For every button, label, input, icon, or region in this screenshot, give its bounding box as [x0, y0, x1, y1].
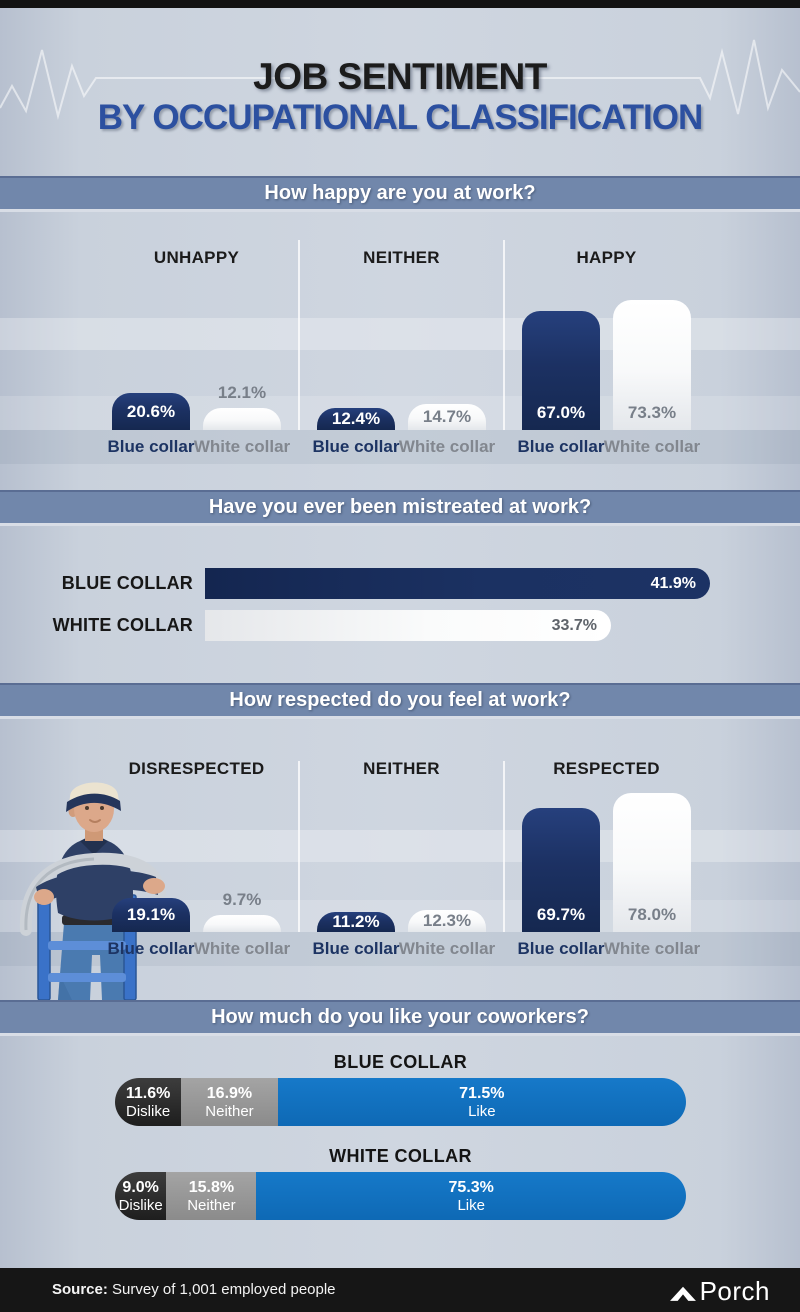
axis-label-strip	[0, 430, 800, 464]
bar-blue-collar	[112, 898, 190, 932]
chart-mistreated: BLUE COLLAR 41.9% WHITE COLLAR 33.7%	[0, 526, 800, 683]
hbar-blue-collar: 41.9%	[205, 568, 710, 599]
footer-bar: Source: Survey of 1,001 employed people …	[0, 1268, 800, 1312]
stacked-bar-title: BLUE COLLAR	[333, 1052, 468, 1072]
bar-value: 12.1%	[217, 383, 267, 402]
segment-like: 71.5% Like	[277, 1078, 686, 1126]
hbar-value: 41.9%	[650, 575, 696, 592]
bar-value: 69.7%	[536, 905, 586, 924]
series-label: Blue collar	[107, 437, 195, 456]
source-label: Source:	[52, 1281, 108, 1298]
bar-value: 19.1%	[126, 905, 176, 924]
porch-chevron-icon	[669, 1286, 696, 1301]
page-title: JOB SENTIMENT	[253, 56, 547, 97]
section-4-header: How much do you like your coworkers?	[0, 1000, 800, 1036]
segment-name: Like	[468, 1103, 496, 1120]
segment-value: 11.6%	[125, 1085, 171, 1102]
series-label: White collar	[603, 437, 701, 456]
bar-blue-collar	[112, 393, 190, 430]
group-label: HAPPY	[576, 248, 637, 267]
segment-value: 75.3%	[448, 1179, 494, 1196]
worker-with-ladder-photo	[19, 782, 166, 1000]
segment-neither: 16.9% Neither	[181, 1078, 278, 1126]
bar-value: 9.7%	[222, 890, 262, 909]
series-label: Blue collar	[517, 437, 605, 456]
bar-value: 73.3%	[627, 403, 677, 422]
segment-value: 71.5%	[459, 1085, 505, 1102]
porch-wordmark: Porch	[699, 1276, 770, 1306]
chart-happiness: UNHAPPY 20.6% Blue collar 12.1% White collar…	[0, 212, 800, 490]
series-label: White collar	[193, 437, 291, 456]
group-divider	[298, 761, 300, 932]
source-note: Source: Survey of 1,001 employed people	[52, 1281, 336, 1298]
bar-value: 20.6%	[126, 402, 176, 421]
chart-respected: DISRESPECTED 19.1% Blue collar 9.7% White co…	[0, 719, 800, 1000]
series-label: Blue collar	[517, 939, 605, 958]
bar-white-collar	[408, 910, 486, 932]
segment-name: Dislike	[118, 1197, 163, 1214]
segment-value: 15.8%	[188, 1179, 235, 1196]
series-label: White collar	[603, 939, 701, 958]
series-label: Blue collar	[312, 437, 400, 456]
section-2-header: Have you ever been mistreated at work?	[0, 490, 800, 526]
group-label: NEITHER	[363, 248, 440, 267]
hbar-white-collar: 33.7%	[205, 610, 611, 641]
section-1-header: How happy are you at work?	[0, 176, 800, 212]
bar-white-collar	[613, 793, 691, 932]
title-header: JOB SENTIMENT BY OCCUPATIONAL CLASSIFICA…	[0, 8, 800, 176]
series-label: White collar	[398, 939, 496, 958]
bar-blue-collar	[317, 912, 395, 932]
group-label: DISRESPECTED	[128, 759, 265, 778]
segment-name: Dislike	[126, 1103, 171, 1120]
bar-white-collar	[203, 408, 281, 430]
stacked-bar: 9.0% Dislike 15.8% Neither 75.3% Like	[115, 1172, 686, 1220]
segment-value: 9.0%	[122, 1179, 159, 1196]
bar-value: 14.7%	[422, 407, 472, 426]
bar-white-collar	[613, 300, 691, 430]
bar-blue-collar	[522, 808, 600, 932]
series-label: Blue collar	[312, 939, 400, 958]
segment-dislike: 9.0% Dislike	[115, 1172, 167, 1220]
page-subtitle: BY OCCUPATIONAL CLASSIFICATION	[97, 98, 704, 137]
stacked-bar-title: WHITE COLLAR	[329, 1146, 472, 1166]
group-divider	[503, 761, 505, 932]
segment-neither: 15.8% Neither	[166, 1172, 257, 1220]
hbar-value: 33.7%	[551, 617, 597, 634]
group-label: NEITHER	[363, 759, 440, 778]
bar-value: 12.4%	[331, 409, 381, 428]
source-text: Survey of 1,001 employed people	[112, 1281, 336, 1298]
group-label: UNHAPPY	[153, 248, 240, 267]
segment-name: Neither	[205, 1103, 254, 1120]
series-label: White collar	[398, 437, 496, 456]
group-label: RESPECTED	[553, 759, 660, 778]
bar-value: 11.2%	[332, 912, 380, 931]
segment-name: Neither	[187, 1197, 236, 1214]
group-divider	[298, 240, 300, 430]
segment-dislike: 11.6% Dislike	[115, 1078, 182, 1126]
section-3-header: How respected do you feel at work?	[0, 683, 800, 719]
hbar-label: BLUE COLLAR	[61, 573, 193, 593]
bar-white-collar	[203, 915, 281, 932]
bar-blue-collar	[317, 408, 395, 430]
bar-value: 78.0%	[627, 905, 677, 924]
stacked-bar: 11.6% Dislike 16.9% Neither 71.5% Like	[115, 1078, 686, 1126]
segment-name: Like	[457, 1197, 485, 1214]
segment-like: 75.3% Like	[256, 1172, 686, 1220]
bar-blue-collar	[522, 311, 600, 430]
porch-logo: Porch	[669, 1276, 770, 1307]
bar-value: 67.0%	[536, 403, 586, 422]
segment-value: 16.9%	[206, 1085, 253, 1102]
series-label: Blue collar	[107, 939, 195, 958]
hbar-label: WHITE COLLAR	[52, 615, 193, 635]
series-label: White collar	[193, 939, 291, 958]
bar-value: 12.3%	[422, 911, 472, 930]
bar-white-collar	[408, 404, 486, 430]
group-divider	[503, 240, 505, 430]
top-black-bar	[0, 0, 800, 8]
chart-coworkers: BLUE COLLAR 11.6% Dislike 16.9% Neither 71.5%…	[0, 1036, 800, 1268]
